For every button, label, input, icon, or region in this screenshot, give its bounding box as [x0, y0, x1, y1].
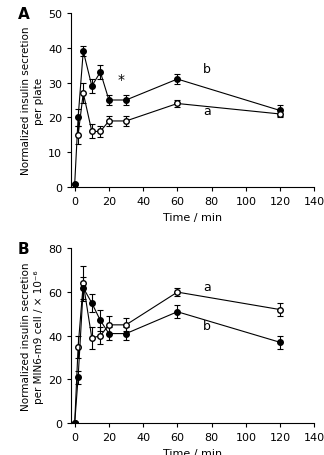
Text: a: a: [203, 105, 211, 118]
Text: b: b: [203, 63, 211, 76]
Y-axis label: Normalized insulin secretion
per MIN6-m9 cell / × 10⁻⁶: Normalized insulin secretion per MIN6-m9…: [21, 262, 44, 410]
X-axis label: Time / min: Time / min: [163, 212, 222, 222]
Text: b: b: [203, 319, 211, 333]
Text: a: a: [203, 280, 211, 293]
Y-axis label: Normalized insulin secretion
per plate: Normalized insulin secretion per plate: [21, 27, 44, 175]
Text: A: A: [18, 7, 29, 22]
Text: B: B: [18, 242, 29, 257]
Text: *: *: [117, 73, 124, 87]
X-axis label: Time / min: Time / min: [163, 448, 222, 455]
